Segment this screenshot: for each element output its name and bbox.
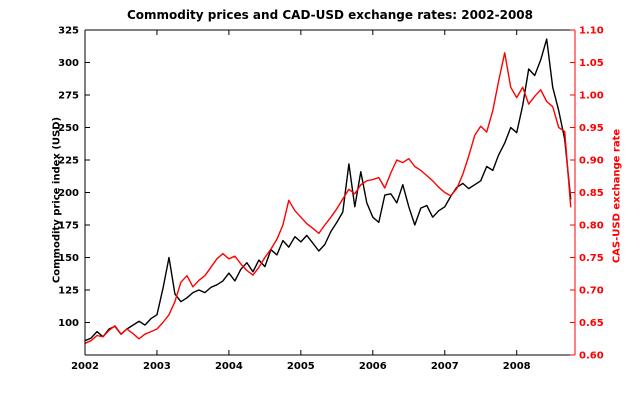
left-tick-label: 200 — [58, 188, 79, 199]
right-tick-label: 1.10 — [579, 26, 604, 37]
left-tick-label: 175 — [58, 221, 79, 232]
right-tick-label: 1.00 — [579, 91, 604, 102]
x-tick-label: 2007 — [431, 361, 459, 372]
x-tick-label: 2004 — [215, 361, 243, 372]
left-tick-label: 125 — [58, 286, 79, 297]
chart-title: Commodity prices and CAD-USD exchange ra… — [127, 8, 533, 22]
left-tick-label: 250 — [58, 123, 79, 134]
left-tick-label: 325 — [58, 26, 79, 37]
right-tick-label: 0.80 — [579, 221, 604, 232]
x-tick-label: 2002 — [71, 361, 99, 372]
x-tick-label: 2005 — [287, 361, 315, 372]
x-tick-label: 2008 — [503, 361, 531, 372]
x-tick-label: 2006 — [359, 361, 387, 372]
right-tick-label: 1.05 — [579, 58, 604, 69]
right-tick-label: 0.90 — [579, 156, 604, 167]
left-tick-label: 150 — [58, 253, 79, 264]
left-tick-label: 100 — [58, 318, 79, 329]
right-tick-label: 0.70 — [579, 286, 604, 297]
right-axis-title: CAS-USD exchange rate — [611, 128, 623, 264]
commodity-price-line — [84, 38, 572, 342]
right-tick-label: 0.95 — [579, 123, 604, 134]
right-tick-label: 0.60 — [579, 351, 604, 362]
left-tick-label: 275 — [58, 91, 79, 102]
right-tick-label: 0.85 — [579, 188, 604, 199]
left-tick-label: 300 — [58, 58, 79, 69]
right-tick-label: 0.75 — [579, 253, 604, 264]
exchange-rate-line — [84, 52, 572, 344]
right-tick-label: 0.65 — [579, 318, 604, 329]
x-tick-label: 2003 — [143, 361, 171, 372]
left-axis-title: Commodity price index (USD) — [51, 116, 63, 284]
left-tick-label: 225 — [58, 156, 79, 167]
